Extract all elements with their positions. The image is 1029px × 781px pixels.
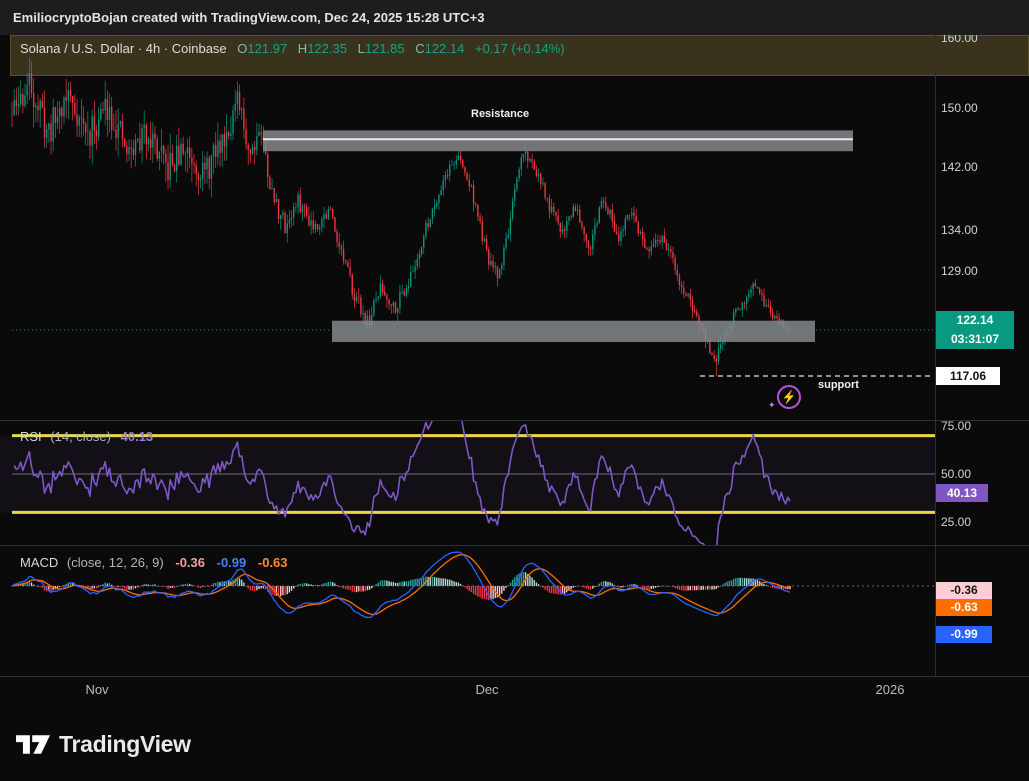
ohlc-close: C122.14 xyxy=(415,41,465,56)
macd-legend[interactable]: MACD (close, 12, 26, 9) -0.36 -0.99 -0.6… xyxy=(20,555,288,570)
ohlc-low: L121.85 xyxy=(357,41,405,56)
rsi-title: RSI xyxy=(20,429,42,444)
support-label[interactable]: support xyxy=(818,379,859,391)
symbol-title: Solana / U.S. Dollar · 4h · Coinbase xyxy=(20,41,227,56)
low-price-badge: 117.06 xyxy=(936,367,1000,385)
price-scale[interactable]: 160.00 150.00 142.00 134.00 129.00 122.1… xyxy=(936,31,1029,676)
ohlc-high: H122.35 xyxy=(297,41,347,56)
current-price-badge: 122.14 03:31:07 xyxy=(936,311,1014,350)
rsi-params: (14, close) xyxy=(50,429,111,444)
time-axis-label: 2026 xyxy=(875,682,905,697)
titlebar: EmiliocryptoBojan created with TradingVi… xyxy=(0,0,1029,35)
footer: TradingView xyxy=(0,705,1029,781)
rsi-legend[interactable]: RSI (14, close) 40.13 xyxy=(20,429,153,444)
macd-hist-value: -0.36 xyxy=(175,555,205,570)
rsi-value-badge: 40.13 xyxy=(936,483,988,502)
bar-countdown: 03:31:07 xyxy=(950,332,1000,347)
time-axis-label: Dec xyxy=(475,682,499,697)
macd-line-badge: -0.99 xyxy=(936,626,992,643)
rsi-value: 40.13 xyxy=(120,429,154,444)
tradingview-brand-link[interactable]: TradingView xyxy=(16,731,191,758)
price-axis-tick: 129.00 xyxy=(941,263,978,278)
price-axis-tick: 134.00 xyxy=(941,222,978,237)
rsi-axis-tick: 75.00 xyxy=(941,419,972,433)
macd-hist-badge: -0.36 xyxy=(936,582,992,599)
tradingview-logo-icon xyxy=(16,735,50,754)
macd-signal-badge: -0.63 xyxy=(936,599,992,616)
rsi-axis-tick: 25.00 xyxy=(941,515,972,529)
macd-line-value: -0.99 xyxy=(216,555,247,570)
time-scale[interactable]: Nov Dec 2026 xyxy=(0,676,1029,705)
chart-canvas[interactable] xyxy=(0,35,1029,705)
time-axis-label: Nov xyxy=(85,682,109,697)
macd-signal-value: -0.63 xyxy=(257,555,288,570)
macd-title: MACD xyxy=(20,555,59,570)
rsi-axis-tick: 50.00 xyxy=(941,467,972,481)
macd-params: (close, 12, 26, 9) xyxy=(66,555,164,570)
titlebar-text: EmiliocryptoBojan created with TradingVi… xyxy=(13,10,485,25)
resistance-label[interactable]: Resistance xyxy=(471,108,530,120)
change-value: +0.17 (+0.14%) xyxy=(474,41,565,56)
price-axis-tick: 150.00 xyxy=(941,100,978,115)
highlight-band xyxy=(10,35,1029,76)
symbol-legend[interactable]: Solana / U.S. Dollar · 4h · Coinbase O12… xyxy=(20,41,565,56)
sparkle-icon: ✦ xyxy=(768,400,776,410)
ohlc-open: O121.97 xyxy=(237,41,288,56)
price-axis-tick: 142.00 xyxy=(941,160,978,175)
current-price-value: 122.14 xyxy=(956,313,994,328)
tradingview-wordmark: TradingView xyxy=(59,731,191,757)
